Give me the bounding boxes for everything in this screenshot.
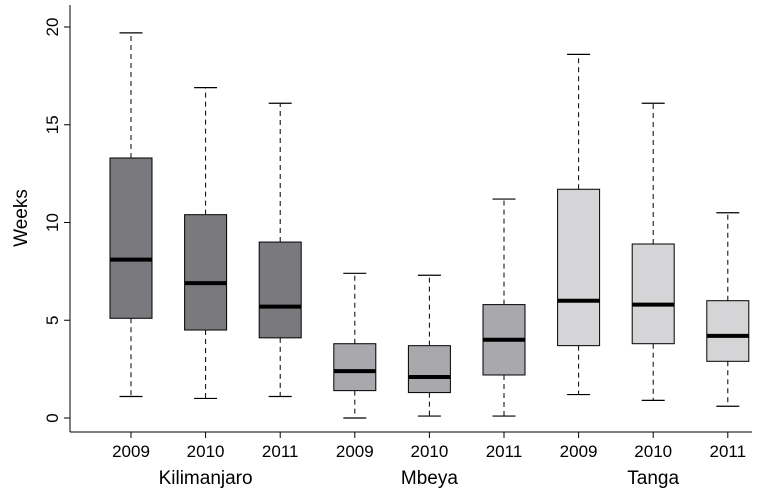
iqr-box	[407, 345, 451, 394]
box-kilimanjaro-2010	[184, 87, 228, 400]
iqr-box	[184, 214, 228, 331]
group-label-kilimanjaro: Kilimanjaro	[159, 468, 253, 489]
box-tanga-2010	[631, 102, 675, 402]
iqr-box	[258, 241, 302, 339]
y-tick-label: 0	[43, 413, 62, 422]
box-tanga-2009	[557, 53, 601, 396]
x-tick-label: 2010	[410, 442, 448, 461]
y-tick-label: 15	[43, 115, 62, 134]
x-tick-label: 2011	[486, 442, 523, 461]
y-tick-label: 20	[43, 18, 62, 37]
x-tick-label: 2010	[634, 442, 672, 461]
x-tick-label: 2011	[262, 442, 299, 461]
iqr-box	[333, 343, 377, 392]
box-mbeya-2009	[333, 272, 377, 419]
axes: 0 5 10 15 20 2009 2010 2011 Kilimanjaro 2009 2010 2…	[43, 5, 752, 489]
x-tick-label: 2009	[112, 442, 150, 461]
plot-area	[109, 32, 750, 419]
box-mbeya-2011	[482, 198, 526, 417]
box-kilimanjaro-2011	[258, 102, 302, 398]
group-label-tanga: Tanga	[627, 468, 679, 489]
box-kilimanjaro-2009	[109, 32, 153, 398]
y-tick-label: 10	[43, 213, 62, 232]
group-label-mbeya: Mbeya	[401, 468, 458, 489]
iqr-box	[109, 157, 153, 319]
y-tick-label: 5	[43, 316, 62, 325]
x-tick-label: 2009	[336, 442, 374, 461]
box-mbeya-2010	[407, 274, 451, 417]
iqr-box	[557, 188, 601, 347]
x-tick-label: 2011	[710, 442, 747, 461]
y-axis-label: Weeks	[11, 189, 32, 247]
iqr-box	[631, 243, 675, 345]
x-tick-label: 2010	[187, 442, 225, 461]
x-tick-label: 2009	[560, 442, 598, 461]
box-tanga-2011	[706, 212, 750, 407]
iqr-box	[706, 300, 750, 362]
